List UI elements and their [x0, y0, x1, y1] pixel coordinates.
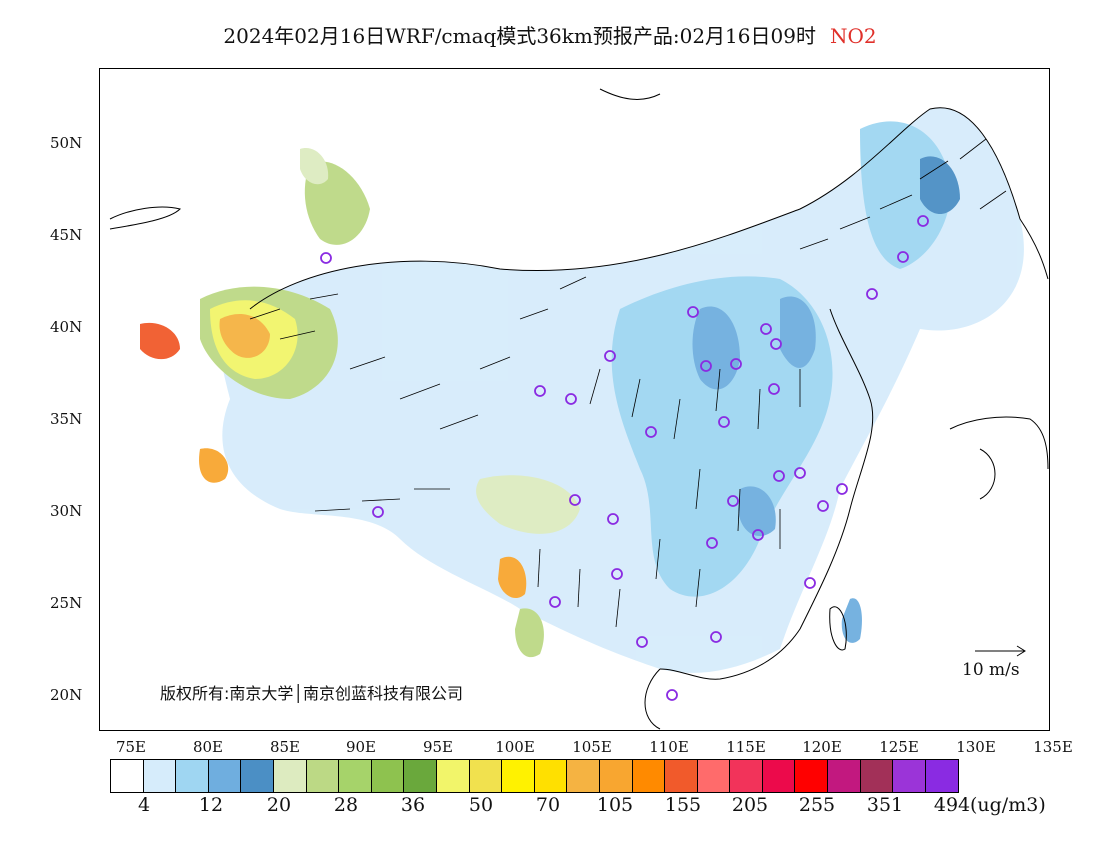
legend-tick: 205 [731, 794, 769, 816]
lon-label: 135E [1033, 738, 1073, 756]
lat-label: 40N [50, 318, 83, 336]
legend-tick: 4 [137, 794, 151, 816]
lon-label: 120E [802, 738, 842, 756]
legend-swatch [339, 760, 372, 792]
legend-tick: 20 [266, 794, 292, 816]
legend-swatch [436, 760, 470, 792]
legend-swatch [925, 760, 959, 792]
lat-label: 25N [50, 594, 83, 612]
lat-label: 30N [50, 502, 83, 520]
legend-swatch [371, 760, 405, 792]
lon-label: 115E [726, 738, 766, 756]
lat-label: 45N [50, 226, 83, 244]
legend-tick: 105 [596, 794, 634, 816]
legend-tick: 70 [535, 794, 561, 816]
lon-label: 95E [422, 738, 454, 756]
lon-label: 125E [879, 738, 919, 756]
lon-label: 105E [572, 738, 612, 756]
legend-tick: 351 [866, 794, 904, 816]
coastlines [109, 88, 1049, 730]
lon-label: 80E [192, 738, 224, 756]
legend-tick: 12 [198, 794, 224, 816]
concentration-field [140, 107, 1024, 673]
lat-label: 35N [50, 410, 83, 428]
legend-swatch [502, 760, 535, 792]
lat-label: 50N [50, 134, 83, 152]
legend-swatch [176, 760, 209, 792]
lon-label: 100E [495, 738, 535, 756]
legend-swatch [860, 760, 894, 792]
legend-swatch [599, 760, 633, 792]
legend-swatch [534, 760, 568, 792]
legend-tick: 155 [664, 794, 702, 816]
copyright-text: 版权所有:南京大学│南京创蓝科技有限公司 [160, 684, 464, 703]
wind-vectors [249, 138, 1007, 628]
legend-swatch [893, 760, 926, 792]
station-markers [320, 215, 929, 701]
legend-swatch [208, 760, 242, 792]
legend-swatch [306, 760, 340, 792]
lon-label: 75E [115, 738, 147, 756]
wind-reference-label: 10 m/s [962, 660, 1020, 680]
lat-label: 20N [50, 686, 83, 704]
legend-swatch [567, 760, 600, 792]
map-frame[interactable] [99, 68, 1050, 731]
legend-swatch [828, 760, 861, 792]
legend-swatch [730, 760, 763, 792]
legend-swatch [665, 760, 698, 792]
wind-reference-arrow [975, 645, 1026, 657]
legend-swatch [273, 760, 307, 792]
legend-swatch [469, 760, 503, 792]
color-legend [110, 759, 960, 793]
legend-swatch [632, 760, 666, 792]
no2-map [109, 88, 1049, 730]
lon-label: 85E [269, 738, 301, 756]
lon-label: 110E [649, 738, 689, 756]
legend-swatch [241, 760, 274, 792]
legend-tick: 28 [333, 794, 359, 816]
map-title: 2024年02月16日WRF/cmaq模式36km预报产品:02月16日09时 N… [0, 20, 1100, 49]
legend-tick: 50 [468, 794, 494, 816]
lon-label: 90E [345, 738, 377, 756]
legend-swatch [795, 760, 829, 792]
legend-swatch [404, 760, 437, 792]
title-pollutant: NO2 [829, 24, 877, 48]
legend-swatch [762, 760, 796, 792]
legend-tick: 36 [400, 794, 426, 816]
lon-label: 130E [956, 738, 996, 756]
legend-swatch [697, 760, 731, 792]
legend-swatch [143, 760, 177, 792]
legend-unit: (ug/m3) [970, 794, 1046, 816]
legend-tick: 494 [933, 794, 971, 816]
legend-swatch [111, 760, 144, 792]
title-main: 2024年02月16日WRF/cmaq模式36km预报产品:02月16日09时 [223, 24, 816, 48]
legend-tick: 255 [798, 794, 836, 816]
